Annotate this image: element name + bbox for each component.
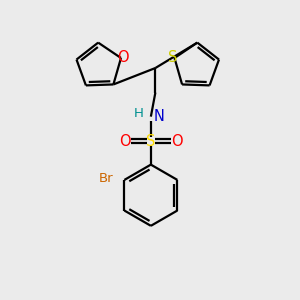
Text: Br: Br <box>98 172 113 185</box>
Text: S: S <box>168 50 178 65</box>
Text: O: O <box>117 50 128 65</box>
Text: O: O <box>119 134 131 149</box>
Text: O: O <box>171 134 182 149</box>
Text: H: H <box>133 107 143 120</box>
Text: S: S <box>146 134 155 149</box>
Text: N: N <box>153 109 164 124</box>
